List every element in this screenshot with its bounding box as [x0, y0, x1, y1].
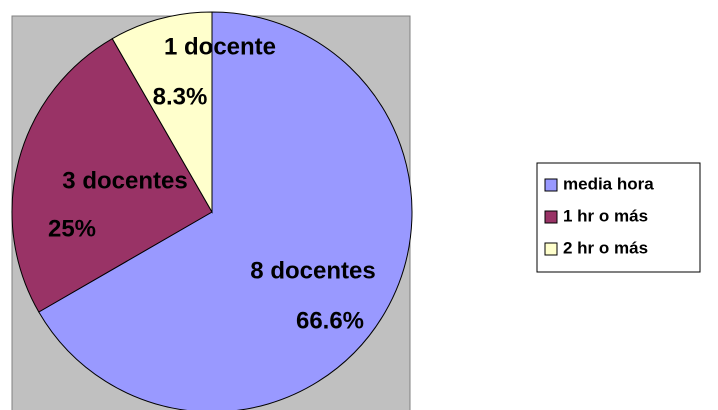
legend-label: media hora — [563, 174, 654, 193]
value-label: 25% — [48, 215, 96, 242]
legend-label: 2 hr o más — [563, 238, 648, 257]
legend-swatch — [544, 178, 558, 192]
legend-label: 1 hr o más — [563, 206, 648, 225]
value-label: 8.3% — [153, 83, 208, 110]
count-label: 8 docentes — [250, 257, 375, 284]
legend-box — [536, 162, 701, 273]
pie-slice — [38, 11, 413, 410]
legend-swatch — [544, 210, 558, 224]
count-label: 3 docentes — [62, 167, 187, 194]
pie-slice — [11, 37, 213, 313]
count-label: 1 docente — [164, 33, 276, 60]
pie-slice — [111, 11, 213, 214]
value-label: 66.6% — [296, 307, 364, 334]
legend-swatch — [544, 242, 558, 256]
